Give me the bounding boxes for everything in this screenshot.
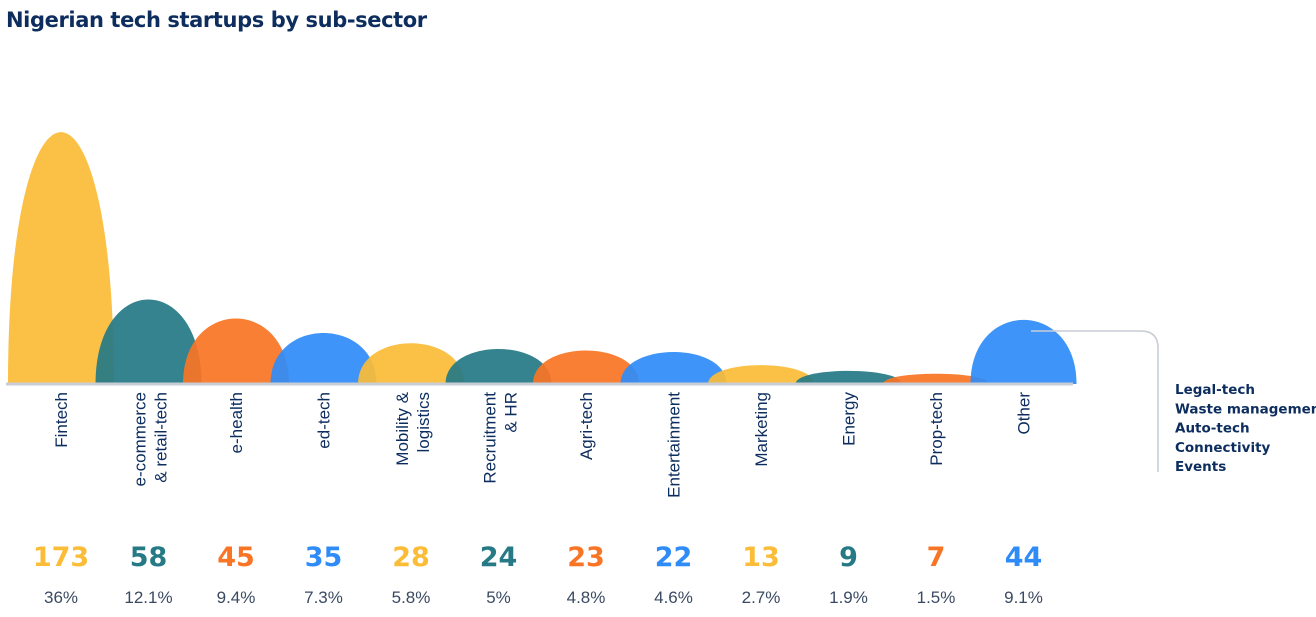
other-item-events: Events [1175, 459, 1226, 475]
count-label-mobility-and-logistics: 28 [392, 542, 430, 573]
category-label-line: ed-tech [315, 392, 334, 449]
percentage-label-marketing: 2.7% [742, 588, 781, 607]
category-label-line: & retail-tech [152, 392, 171, 483]
bar-other [970, 319, 1077, 384]
bar-e-health [183, 318, 289, 384]
percentage-label-other: 9.1% [1004, 588, 1043, 607]
bar-agri-tech [533, 350, 639, 384]
category-label-agri-tech: Agri-tech [577, 392, 596, 460]
count-label-recruitment-and-hr: 24 [480, 542, 518, 573]
bar-e-commerce-and-retail-tech [95, 299, 202, 384]
count-label-ed-tech: 35 [305, 542, 343, 573]
bar-entertainment [620, 351, 727, 384]
category-label-line: Prop-tech [927, 392, 946, 466]
category-label-entertainment: Entertainment [665, 392, 684, 498]
percentage-label-fintech: 36% [44, 588, 78, 607]
category-label-line: Other [1015, 392, 1034, 435]
category-labels: Fintech e-commerce & retail-tech e-health ed… [52, 391, 1034, 498]
chart-title: Nigerian tech startups by sub-sector [6, 8, 427, 32]
percentage-label-mobility-and-logistics: 5.8% [392, 588, 431, 607]
count-label-e-commerce-and-retail-tech: 58 [130, 542, 168, 573]
category-label-line: Mobility & [393, 391, 412, 465]
other-breakdown-list: Legal-tech Waste management Auto-tech Conne… [1175, 382, 1316, 475]
category-label-line: & HR [502, 392, 521, 433]
category-label-line: Recruitment [481, 392, 500, 484]
category-label-prop-tech: Prop-tech [927, 392, 946, 466]
count-labels: 173 58 45 35 28 24 23 22 13 9 7 44 [33, 542, 1042, 573]
other-item-connectivity: Connectivity [1175, 440, 1271, 456]
bar-prop-tech [883, 373, 989, 384]
percentage-label-e-commerce-and-retail-tech: 12.1% [124, 588, 172, 607]
category-label-marketing: Marketing [752, 392, 771, 467]
bar-mobility-and-logistics [358, 343, 464, 384]
count-label-marketing: 13 [742, 542, 780, 573]
category-label-line: Marketing [752, 392, 771, 467]
percentage-label-energy: 1.9% [829, 588, 868, 607]
percentage-label-recruitment-and-hr: 5% [486, 588, 511, 607]
other-item-auto-tech: Auto-tech [1175, 421, 1250, 437]
percentage-label-entertainment: 4.6% [654, 588, 693, 607]
category-label-fintech: Fintech [52, 392, 71, 448]
category-label-energy: Energy [840, 392, 859, 446]
bar-marketing [708, 365, 814, 384]
category-label-e-commerce-and-retail-tech: e-commerce & retail-tech [131, 392, 171, 486]
other-item-waste-management: Waste management [1175, 401, 1316, 417]
category-label-line: logistics [414, 392, 433, 452]
category-label-mobility-and-logistics: Mobility & logistics [393, 391, 433, 465]
other-item-legal-tech: Legal-tech [1175, 382, 1255, 398]
bar-fintech [8, 132, 114, 384]
percentage-label-agri-tech: 4.8% [567, 588, 606, 607]
category-label-line: e-health [227, 392, 246, 453]
bar-energy [795, 370, 902, 384]
category-label-e-health: e-health [227, 392, 246, 453]
category-label-line: Energy [840, 392, 859, 446]
percentage-label-ed-tech: 7.3% [304, 588, 343, 607]
category-label-other: Other [1015, 392, 1034, 435]
count-label-agri-tech: 23 [567, 542, 605, 573]
percentage-labels: 36% 12.1% 9.4% 7.3% 5.8% 5% 4.8% 4.6% 2.7% 1.9% 1.… [44, 588, 1043, 607]
bars-layer [8, 132, 1077, 384]
count-label-energy: 9 [839, 542, 858, 573]
count-label-e-health: 45 [217, 542, 255, 573]
bar-recruitment-and-hr [445, 349, 552, 384]
count-label-entertainment: 22 [655, 542, 693, 573]
count-label-prop-tech: 7 [927, 542, 946, 573]
count-label-other: 44 [1005, 542, 1043, 573]
other-bracket-line [1031, 330, 1159, 472]
bar-ed-tech [270, 333, 377, 384]
category-label-line: Fintech [52, 392, 71, 448]
category-label-ed-tech: ed-tech [315, 392, 334, 449]
category-label-line: Entertainment [665, 392, 684, 498]
category-label-recruitment-and-hr: Recruitment & HR [481, 392, 521, 484]
category-label-line: Agri-tech [577, 392, 596, 460]
percentage-label-prop-tech: 1.5% [917, 588, 956, 607]
percentage-label-e-health: 9.4% [217, 588, 256, 607]
category-label-line: e-commerce [131, 392, 150, 486]
count-label-fintech: 173 [33, 542, 89, 573]
